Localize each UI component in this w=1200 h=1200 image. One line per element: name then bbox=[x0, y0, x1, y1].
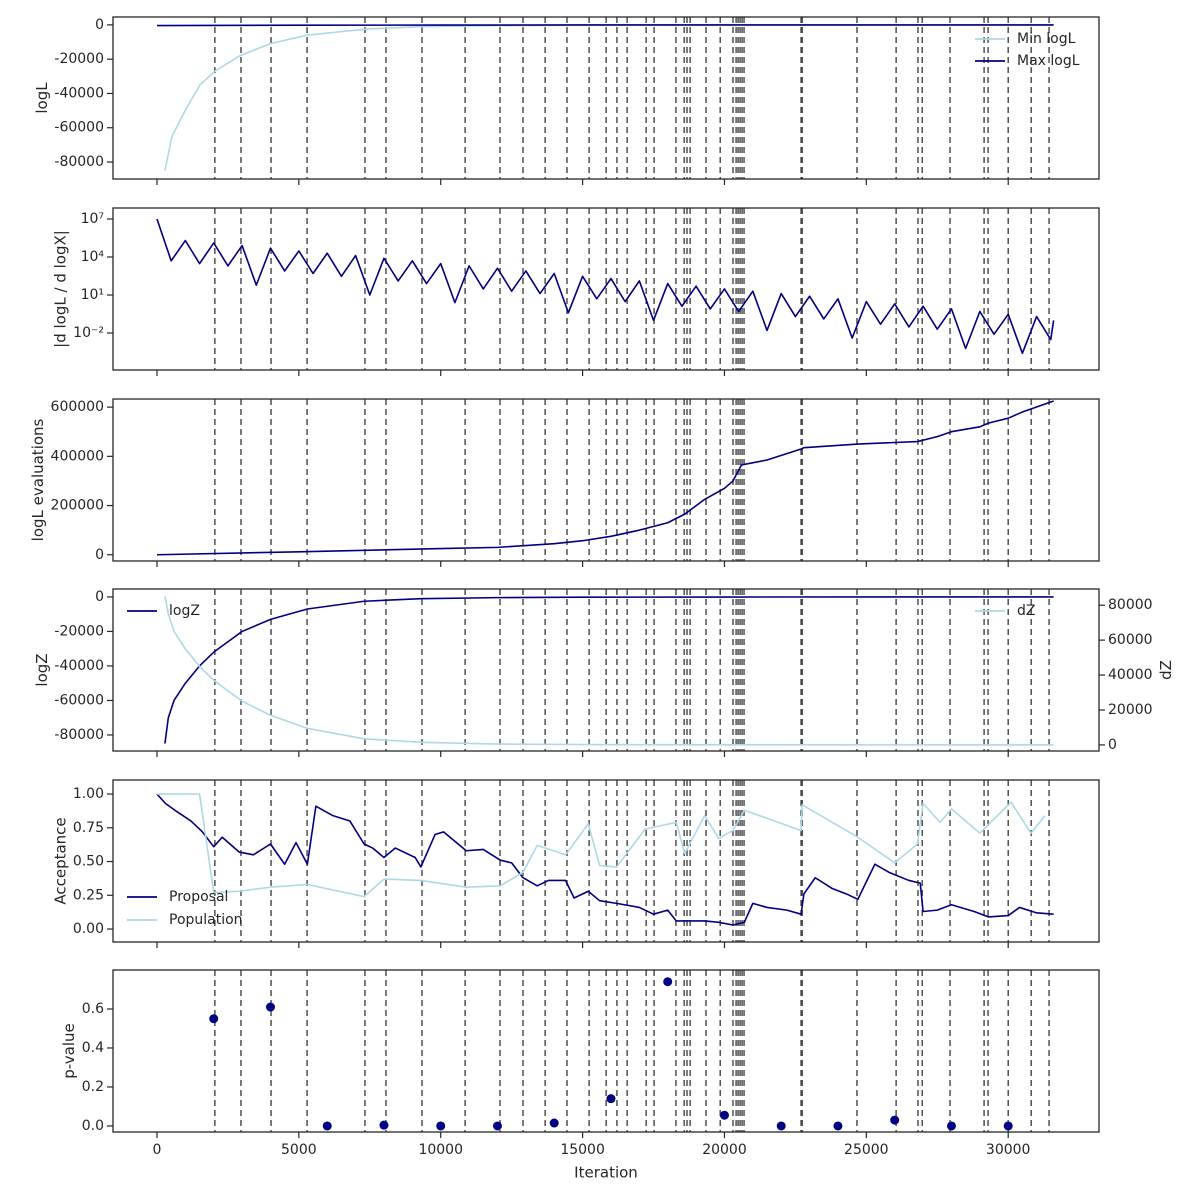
point bbox=[719, 1110, 729, 1120]
legend-label: Proposal bbox=[169, 889, 228, 905]
y-tick-label: -80000 bbox=[54, 727, 104, 743]
x-tick-label: 30000 bbox=[986, 1142, 1031, 1158]
y2-tick-label: 60000 bbox=[1108, 632, 1153, 648]
y2-tick-label: 40000 bbox=[1108, 667, 1153, 683]
series-line bbox=[164, 596, 1054, 746]
y-tick-label: 10⁻² bbox=[73, 325, 104, 341]
panel: 0 -20000 -40000 -60000 -80000 logZ 0 20000 40000… bbox=[33, 588, 1175, 757]
legend-label: Min logL bbox=[1017, 31, 1076, 47]
legend-label: dZ bbox=[1017, 603, 1035, 619]
y-tick-label: 0 bbox=[95, 547, 104, 563]
x-tick-label: 15000 bbox=[560, 1142, 605, 1158]
y-tick-label: 0.75 bbox=[73, 820, 104, 836]
panel: 0 5000 10000 15000 20000 25000 30000 Iteration 0… bbox=[60, 969, 1100, 1182]
axes-frame bbox=[112, 207, 1100, 371]
series-line bbox=[156, 793, 1046, 898]
x-axis-label: Iteration bbox=[574, 1164, 638, 1182]
y-tick-label: 0.6 bbox=[82, 1001, 104, 1017]
y-axis-label: logZ bbox=[33, 653, 51, 686]
point bbox=[946, 1121, 956, 1131]
point bbox=[209, 1014, 219, 1024]
point bbox=[890, 1115, 900, 1125]
axes-frame bbox=[112, 398, 1100, 562]
y-axis-label: p-value bbox=[60, 1023, 78, 1079]
point bbox=[776, 1121, 786, 1131]
y-axis-label: Acceptance bbox=[51, 817, 69, 904]
x-tick-label: 5000 bbox=[281, 1142, 317, 1158]
y-tick-label: -60000 bbox=[54, 120, 104, 136]
point bbox=[265, 1002, 275, 1012]
series-line bbox=[164, 24, 1054, 171]
y-tick-label: 0.50 bbox=[73, 854, 104, 870]
y-tick-label: -20000 bbox=[54, 623, 104, 639]
point bbox=[606, 1094, 616, 1104]
y-tick-label: -40000 bbox=[54, 658, 104, 674]
axes-frame bbox=[112, 779, 1100, 943]
y-axis-label: |d logL / d logX| bbox=[52, 230, 70, 348]
point bbox=[549, 1118, 559, 1128]
y-tick-label: 200000 bbox=[51, 498, 104, 514]
x-tick-label: 0 bbox=[153, 1142, 162, 1158]
y-tick-label: 10¹ bbox=[81, 287, 104, 303]
y-axis-label: logL bbox=[33, 82, 51, 114]
axes-frame bbox=[112, 16, 1100, 180]
y2-axis-label: dZ bbox=[1157, 660, 1175, 680]
point bbox=[436, 1121, 446, 1131]
axes-frame bbox=[112, 969, 1100, 1133]
y-tick-label: 0 bbox=[95, 17, 104, 33]
y-tick-label: 0 bbox=[95, 589, 104, 605]
legend-label: logZ bbox=[169, 603, 200, 619]
y-axis-label: logL evaluations bbox=[29, 418, 47, 541]
y-tick-label: 10⁴ bbox=[81, 249, 105, 265]
y-tick-label: 0.0 bbox=[82, 1118, 104, 1134]
y-tick-label: 0.25 bbox=[73, 887, 104, 903]
panel: 10⁷ 10⁴ 10¹ 10⁻²|d logL / d logX| bbox=[52, 207, 1100, 376]
y-tick-label: -20000 bbox=[54, 51, 104, 67]
y-tick-label: 0.00 bbox=[73, 921, 104, 937]
y2-tick-label: 80000 bbox=[1108, 597, 1153, 613]
y2-tick-label: 20000 bbox=[1108, 702, 1153, 718]
y-tick-label: 0.4 bbox=[82, 1040, 104, 1056]
y-tick-label: 10⁷ bbox=[81, 211, 104, 227]
point bbox=[492, 1121, 502, 1131]
point bbox=[833, 1121, 843, 1131]
x-tick-label: 20000 bbox=[702, 1142, 747, 1158]
y2-tick-label: 0 bbox=[1108, 737, 1117, 753]
point bbox=[1003, 1121, 1013, 1131]
legend-label: Max logL bbox=[1017, 53, 1080, 69]
y-tick-label: 600000 bbox=[51, 399, 104, 415]
x-tick-label: 10000 bbox=[418, 1142, 463, 1158]
point bbox=[322, 1121, 332, 1131]
axes-frame bbox=[112, 588, 1100, 752]
series-line bbox=[164, 596, 1054, 744]
series-line bbox=[156, 400, 1054, 556]
point bbox=[663, 977, 673, 987]
point bbox=[379, 1120, 389, 1130]
y-tick-label: 400000 bbox=[51, 448, 104, 464]
y-tick-label: -40000 bbox=[54, 85, 104, 101]
y-tick-label: -60000 bbox=[54, 692, 104, 708]
y-tick-label: 1.00 bbox=[73, 786, 104, 802]
series-line bbox=[156, 24, 1054, 27]
y-tick-label: 0.2 bbox=[82, 1079, 104, 1095]
legend-label: Population bbox=[169, 912, 243, 928]
y-tick-label: -80000 bbox=[54, 154, 104, 170]
x-tick-label: 25000 bbox=[844, 1142, 889, 1158]
series-line bbox=[156, 793, 1054, 926]
series-line bbox=[156, 218, 1055, 355]
panel: 0 -20000 -40000 -60000 -80000 logL Min logL Max… bbox=[33, 16, 1100, 185]
